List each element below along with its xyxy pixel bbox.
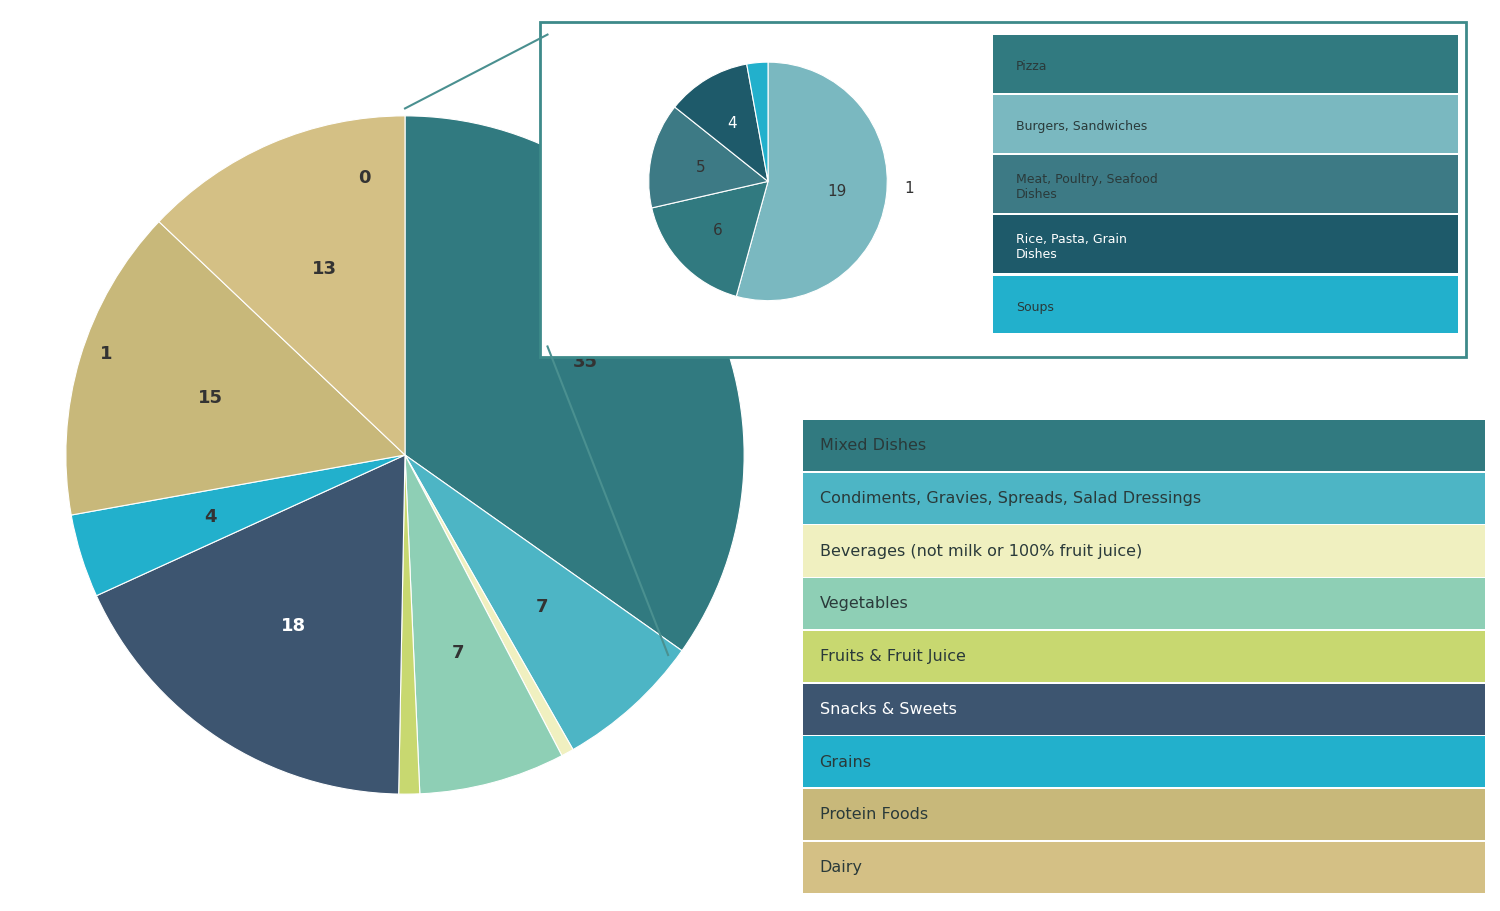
Bar	[993, 276, 1458, 334]
Text: Fruits & Fruit Juice: Fruits & Fruit Juice	[819, 649, 966, 663]
Wedge shape	[405, 456, 682, 750]
Wedge shape	[747, 63, 768, 182]
Text: Protein Foods: Protein Foods	[819, 806, 927, 822]
Text: Beverages (not milk or 100% fruit juice): Beverages (not milk or 100% fruit juice)	[819, 543, 1142, 558]
Text: 15: 15	[198, 388, 222, 406]
Bar	[802, 736, 1485, 787]
Text: Mixed Dishes: Mixed Dishes	[819, 438, 926, 453]
Wedge shape	[405, 117, 744, 651]
Wedge shape	[66, 222, 405, 516]
Text: 13: 13	[312, 260, 338, 278]
Wedge shape	[675, 65, 768, 182]
Bar	[802, 526, 1485, 577]
Text: Snacks & Sweets: Snacks & Sweets	[819, 701, 957, 716]
Text: 1: 1	[100, 345, 112, 363]
Wedge shape	[648, 107, 768, 209]
Text: Grains: Grains	[819, 753, 872, 769]
Text: 0: 0	[358, 169, 370, 187]
Bar	[802, 421, 1485, 472]
Bar	[802, 842, 1485, 893]
Wedge shape	[96, 456, 405, 794]
Text: Soups: Soups	[1016, 301, 1054, 313]
Wedge shape	[405, 456, 562, 793]
Wedge shape	[651, 182, 768, 297]
Bar	[802, 684, 1485, 735]
Text: 5: 5	[696, 159, 705, 174]
Text: Condiments, Gravies, Spreads, Salad Dressings: Condiments, Gravies, Spreads, Salad Dres…	[819, 490, 1200, 506]
Wedge shape	[70, 456, 405, 596]
Wedge shape	[736, 63, 888, 302]
Text: 1: 1	[904, 180, 914, 196]
Text: 19: 19	[827, 184, 846, 199]
Text: Burgers, Sandwiches: Burgers, Sandwiches	[1016, 120, 1148, 133]
Text: Dairy: Dairy	[819, 859, 862, 874]
Text: Meat, Poultry, Seafood
Dishes: Meat, Poultry, Seafood Dishes	[1016, 173, 1158, 200]
Bar	[993, 156, 1458, 214]
Text: 35: 35	[573, 353, 598, 371]
Wedge shape	[399, 456, 420, 794]
Text: Rice, Pasta, Grain
Dishes: Rice, Pasta, Grain Dishes	[1016, 233, 1126, 261]
Bar	[993, 96, 1458, 154]
Text: Pizza: Pizza	[1016, 60, 1047, 73]
Bar	[802, 631, 1485, 682]
Text: 4: 4	[728, 116, 738, 130]
Text: 7: 7	[452, 643, 464, 660]
Text: 7: 7	[536, 597, 548, 615]
Bar	[993, 36, 1458, 94]
Text: 4: 4	[204, 507, 218, 525]
Bar	[993, 216, 1458, 274]
Text: 18: 18	[280, 617, 306, 634]
Bar	[802, 474, 1485, 525]
Bar	[802, 578, 1485, 630]
Bar	[802, 789, 1485, 840]
Text: Vegetables: Vegetables	[819, 596, 909, 610]
Wedge shape	[405, 456, 573, 756]
Wedge shape	[159, 117, 405, 456]
Text: 6: 6	[712, 222, 723, 238]
